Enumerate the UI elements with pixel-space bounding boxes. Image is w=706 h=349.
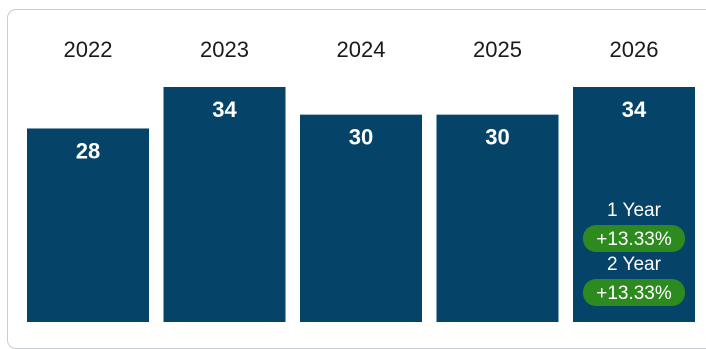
- change-badge-1: [583, 225, 685, 252]
- change-value-2: +13.33%: [596, 283, 672, 304]
- change-value-1: +13.33%: [596, 229, 672, 250]
- change-badge-2: [583, 279, 685, 306]
- bar-2022: [27, 128, 149, 322]
- data-label-2026: 34: [622, 97, 647, 122]
- data-label-2022: 28: [76, 138, 100, 163]
- bar-2023: [163, 87, 286, 322]
- tick-label-2026: 2026: [610, 37, 659, 62]
- bar-2024: [300, 114, 422, 322]
- tick-label-2025: 2025: [473, 37, 522, 62]
- tick-label-2022: 2022: [64, 37, 113, 62]
- bar-2025: [436, 114, 559, 322]
- tick-label-2024: 2024: [337, 37, 386, 62]
- data-label-2025: 30: [485, 125, 509, 150]
- data-label-2024: 30: [349, 125, 373, 150]
- change-caption-1: 1 Year: [607, 200, 662, 221]
- tick-label-2023: 2023: [200, 37, 249, 62]
- bar-chart: 2022 28 2023 34 2024 30 2025 30 2026 34 1 Year +13.…: [27, 37, 695, 322]
- data-label-2023: 34: [212, 97, 237, 122]
- change-caption-2: 2 Year: [607, 254, 662, 275]
